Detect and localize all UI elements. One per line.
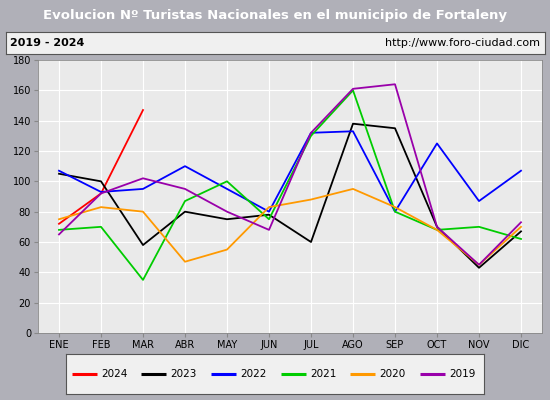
Text: 2021: 2021 <box>310 369 336 379</box>
Text: 2019 - 2024: 2019 - 2024 <box>10 38 84 48</box>
Text: 2024: 2024 <box>101 369 127 379</box>
Text: Evolucion Nº Turistas Nacionales en el municipio de Fortaleny: Evolucion Nº Turistas Nacionales en el m… <box>43 10 507 22</box>
Text: 2023: 2023 <box>170 369 197 379</box>
Text: 2019: 2019 <box>449 369 476 379</box>
Text: 2022: 2022 <box>240 369 267 379</box>
Text: 2020: 2020 <box>379 369 406 379</box>
Text: http://www.foro-ciudad.com: http://www.foro-ciudad.com <box>385 38 540 48</box>
